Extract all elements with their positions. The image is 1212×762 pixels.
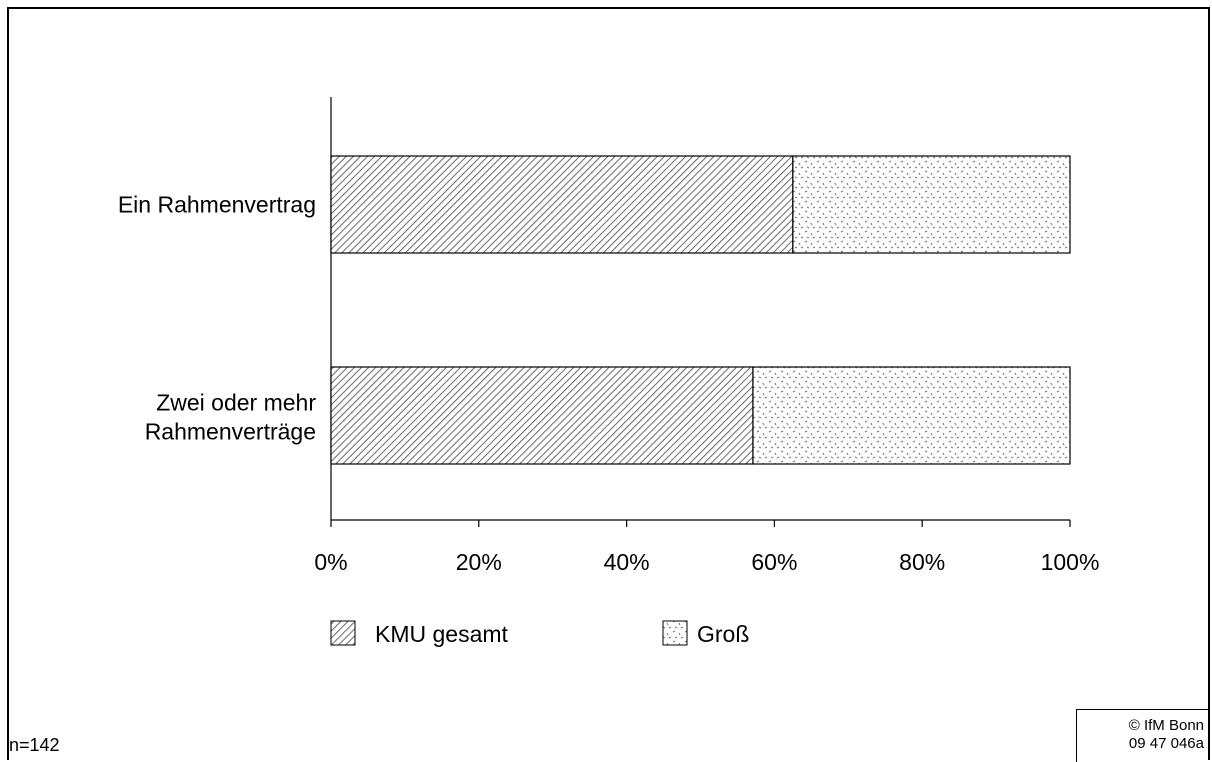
copyright-box: © IfM Bonn 09 47 046a [1076,709,1210,762]
x-tick-label: 100% [1041,549,1100,575]
legend-label: Groß [697,621,749,647]
x-tick-label: 20% [456,549,502,575]
legend-swatch-gross [662,620,688,646]
bar-segment-gross [792,155,1071,254]
category-label: Zwei oder mehr Rahmenverträge [145,390,317,445]
category-label: Ein Rahmenvertrag [118,192,316,218]
copyright-text: © IfM Bonn [1128,717,1204,734]
x-tick-label: 0% [314,549,347,575]
bar-segment-kmu-gesamt [330,366,754,465]
legend-label: KMU gesamt [375,621,509,647]
legend: KMU gesamt Groß [330,620,749,647]
bar-segment-gross [752,366,1071,465]
plot-area: 0% 20% 40% 60% 80% 100% Ein Rahmenvertrag Zwei … [118,97,1100,575]
legend-swatch-kmu-gesamt [330,620,356,646]
figure-frame [7,7,1210,760]
sample-size-note: n=142 [9,735,60,755]
bar-segment-kmu-gesamt [330,155,794,254]
figure-id: 09 47 046a [1128,735,1204,752]
x-tick-label: 80% [899,549,945,575]
x-tick-label: 40% [604,549,650,575]
x-tick-label: 60% [751,549,797,575]
stacked-bar-chart: 0% 20% 40% 60% 80% 100% Ein Rahmenvertrag Zwei … [118,97,1100,647]
